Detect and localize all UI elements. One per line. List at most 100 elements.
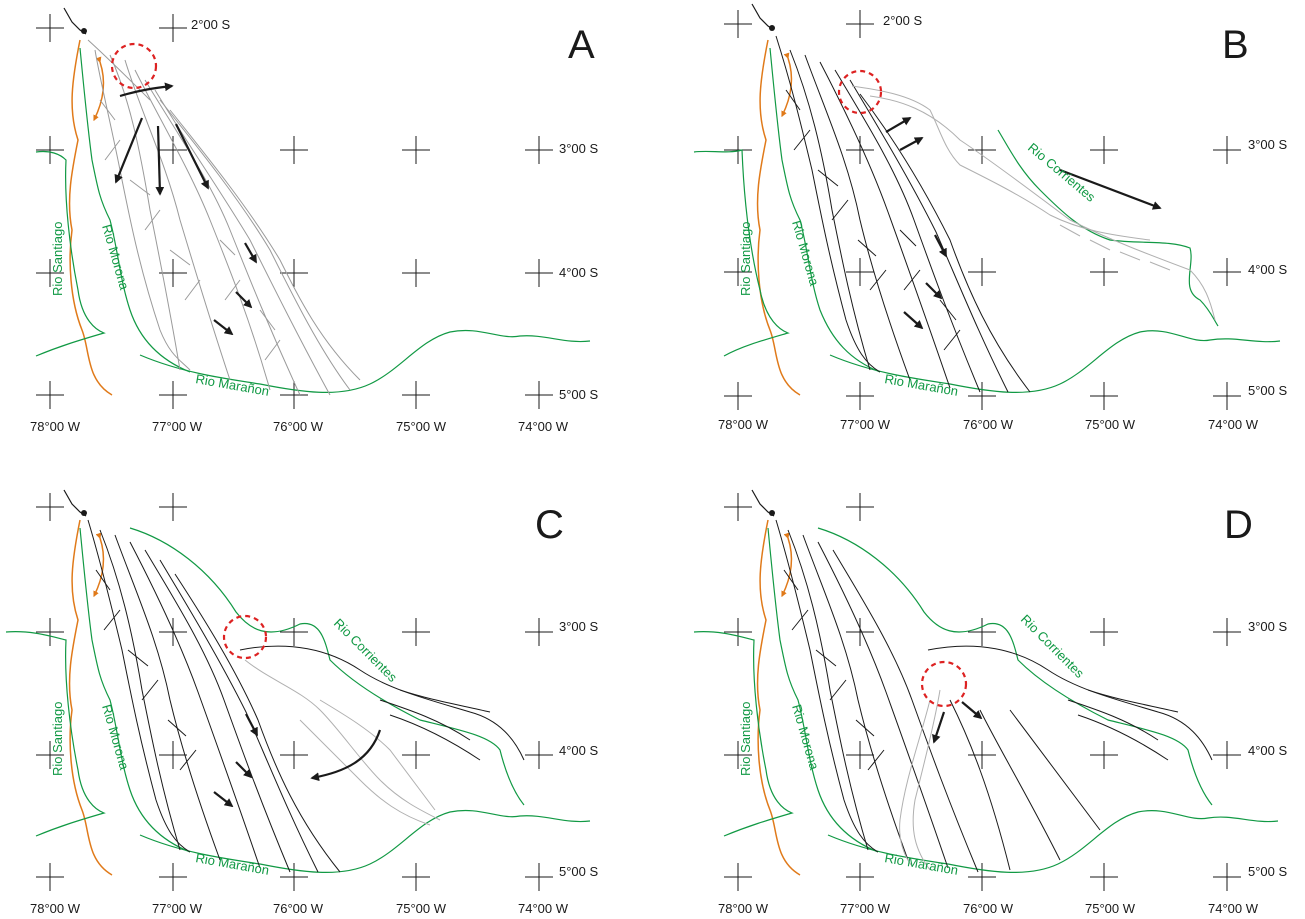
lon-label-75w: 75°00 W [396,419,447,434]
lon-label-78w: 78°00 W [30,901,81,916]
uplift-arrow [781,52,793,118]
lat-label-3s: 3°00 S [559,141,599,156]
lon-label-77w: 77°00 W [840,417,891,432]
lon-label-76w: 76°00 W [273,901,324,916]
rio-maranon-line [829,330,1281,393]
rio-morona-line [79,527,191,853]
panel-d: D 3°00 S 4°00 S 5°00 S 78°00 W 77°00 W 7… [693,489,1288,916]
lat-label-4s: 4°00 S [1248,262,1288,277]
fault-line [68,39,113,396]
panel-letter: C [535,503,564,547]
rio-corrientes-label: Rio Corrientes [1018,612,1088,682]
outlet-point [769,510,775,516]
lon-label-77w: 77°00 W [840,901,891,916]
lon-label-78w: 78°00 W [30,419,81,434]
panel-b: B 2°00 S 3°00 S 4°00 S 5°00 S 78°00 W 77… [693,3,1288,432]
rio-santiago-label: Rio Santiago [50,222,65,296]
rio-corrientes-label: Rio Corrientes [331,616,401,686]
lat-label-4s: 4°00 S [559,265,599,280]
rio-morona-label: Rio Morona [789,219,822,288]
rio-corrientes-line [817,527,1213,806]
rio-morona-line [769,47,881,373]
rio-maranon-line [827,810,1279,873]
rio-morona-label: Rio Morona [99,703,132,772]
panel-a: A 2°00 S 3°00 S 4°00 S 5°00 S 78°00 W 77… [30,7,599,434]
lon-label-78w: 78°00 W [718,901,769,916]
capture-circle [920,660,968,708]
lat-label-5s: 5°00 S [559,387,599,402]
capture-circle [837,69,883,115]
lon-label-76w: 76°00 W [273,419,324,434]
rio-maranon-label: Rio Marañon [883,850,959,878]
lat-label-3s: 3°00 S [1248,619,1288,634]
rio-morona-label: Rio Morona [99,223,132,292]
lon-label-77w: 77°00 W [152,419,203,434]
grid-crosses [36,14,553,409]
lat-label-3s: 3°00 S [1248,137,1288,152]
lat-label-2s: 2°00 S [191,17,231,32]
rio-maranon-line [139,809,591,873]
lon-label-75w: 75°00 W [396,901,447,916]
lon-label-78w: 78°00 W [718,417,769,432]
outlet-point [769,25,775,31]
rio-corrientes-line [997,129,1219,327]
rio-maranon-label: Rio Marañon [883,371,959,399]
flow-arrows [114,82,257,336]
rio-morona-line [79,47,191,373]
lat-label-4s: 4°00 S [559,743,599,758]
panel-letter: B [1222,23,1249,67]
fault-line [756,39,801,396]
rio-corrientes-line [129,527,525,806]
lat-label-5s: 5°00 S [1248,864,1288,879]
rio-santiago-line [5,631,106,837]
abandoned-drainage [899,689,941,871]
flow-arrows [213,713,382,808]
rio-morona-label: Rio Morona [789,703,822,772]
abandoned-drainage [851,85,1216,321]
fault-line [756,519,801,876]
outlet-point [81,510,87,516]
abandoned-drainage [244,659,441,826]
rio-morona-line [767,527,879,853]
grid-crosses [724,493,1241,891]
lon-label-74w: 74°00 W [518,419,569,434]
lon-label-75w: 75°00 W [1085,901,1136,916]
fault-line [68,519,113,876]
lon-label-74w: 74°00 W [518,901,569,916]
active-drainage [775,519,1213,873]
grid-crosses [724,10,1241,410]
lon-label-76w: 76°00 W [963,901,1014,916]
lon-label-76w: 76°00 W [963,417,1014,432]
lon-label-74w: 74°00 W [1208,901,1259,916]
rio-santiago-label: Rio Santiago [738,222,753,296]
flow-arrows [885,117,1162,330]
capture-circle [222,614,268,660]
lon-label-75w: 75°00 W [1085,417,1136,432]
panel-letter: D [1224,503,1253,547]
abandoned-drainage [87,39,361,396]
grid-crosses [36,493,553,891]
rio-maranon-line [139,329,591,393]
capture-circle [110,42,158,90]
rio-santiago-line [35,150,106,357]
panel-c: C 3°00 S 4°00 S 5°00 S 78°00 W 77°00 W 7… [5,489,599,916]
flow-arrows [932,701,983,744]
rio-santiago-line [693,149,790,357]
rio-maranon-label: Rio Marañon [194,371,270,399]
rio-santiago-line [693,631,794,837]
lat-label-3s: 3°00 S [559,619,599,634]
lat-label-2s: 2°00 S [883,13,923,28]
lon-label-77w: 77°00 W [152,901,203,916]
panel-letter: A [568,23,595,67]
rio-santiago-label: Rio Santiago [738,702,753,776]
uplift-arrow [781,532,793,598]
rio-santiago-label: Rio Santiago [50,702,65,776]
active-drainage [87,519,525,873]
lon-label-74w: 74°00 W [1208,417,1259,432]
active-drainage [775,35,1031,393]
lat-label-5s: 5°00 S [1248,383,1288,398]
rio-maranon-label: Rio Marañon [194,850,270,878]
uplift-arrow [93,532,105,598]
lat-label-4s: 4°00 S [1248,743,1288,758]
